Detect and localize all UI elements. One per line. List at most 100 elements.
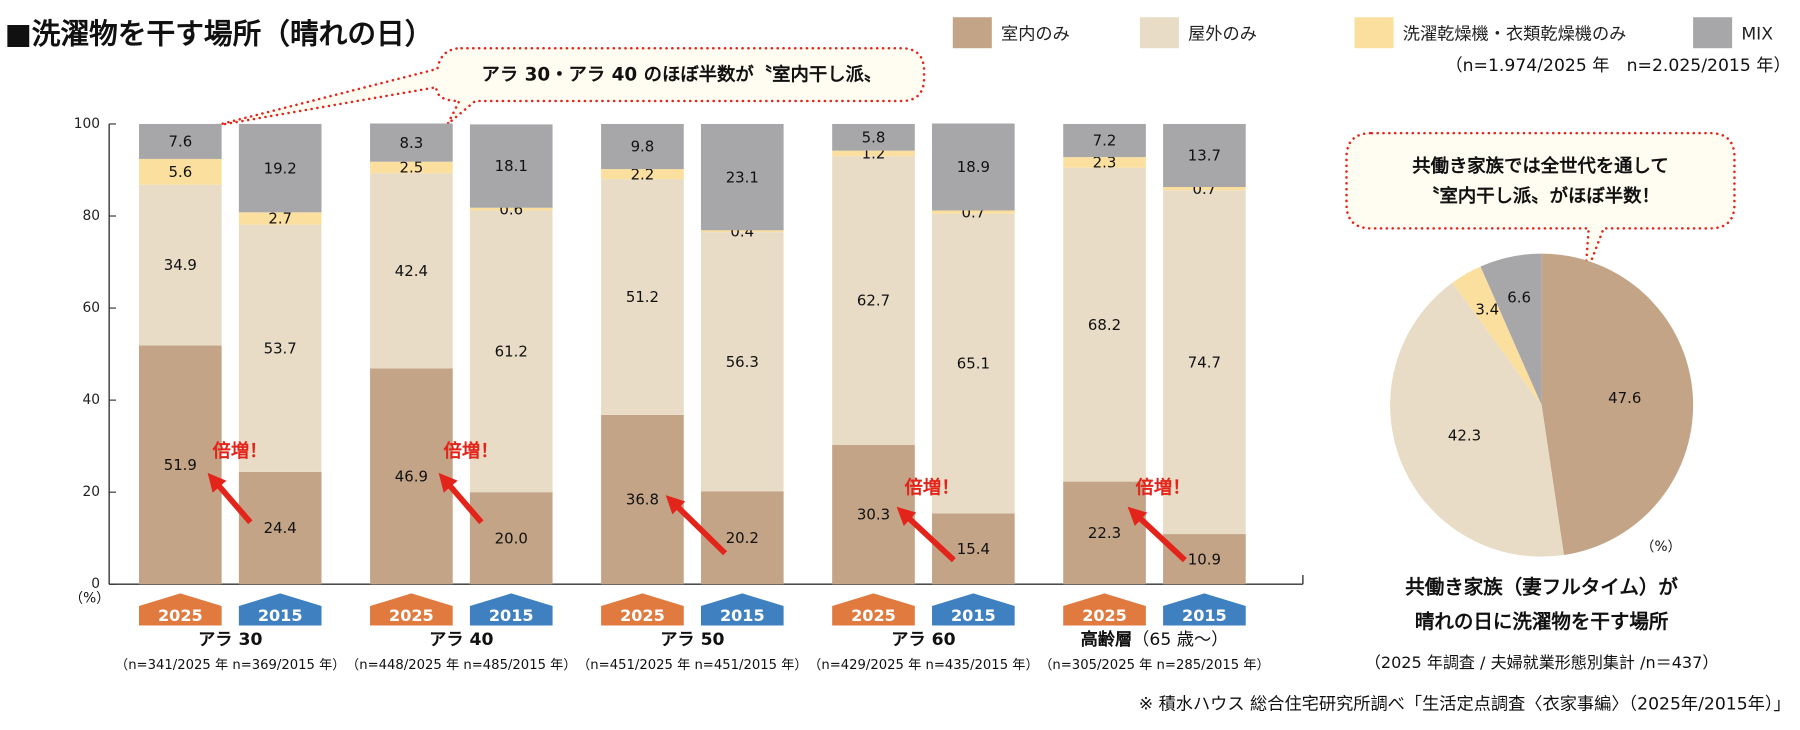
bar-value-label: 24.4 <box>264 519 297 537</box>
bar-segment-0-3 <box>832 123 915 151</box>
y-tick-label: 0 <box>91 576 100 592</box>
pie-unit: （%） <box>1641 539 1682 555</box>
pie-chart: 47.6 42.3 3.4 6.6 <box>1390 253 1694 557</box>
bar-value-label: 2.3 <box>1093 154 1117 172</box>
legend-label: 室内のみ <box>1001 24 1070 44</box>
bar-segment-1-2 <box>932 210 1015 214</box>
year-badge-label: 2025 <box>389 606 434 625</box>
group-sample-size: （n=451/2025 年 n=451/2015 年） <box>577 657 808 673</box>
red-arrow-icon <box>896 506 956 563</box>
bar-value-label: 51.2 <box>626 288 659 306</box>
year-badge-label: 2025 <box>851 606 896 625</box>
y-tick-label: 80 <box>82 208 100 224</box>
group-label: アラ 40 <box>429 630 493 650</box>
bar-value-label: 18.1 <box>495 157 528 175</box>
y-axis-unit: （%） <box>69 591 110 607</box>
year-badge-label: 2025 <box>158 606 203 625</box>
bar-value-label: 65.1 <box>957 355 990 373</box>
bar-callout-text: アラ 30・アラ 40 のほぼ半数が〝室内干し派〟 <box>482 63 883 85</box>
bar-segment-1-1 <box>700 232 784 492</box>
group-label: アラ 30 <box>198 630 262 650</box>
bar-value-label: 74.7 <box>1188 353 1221 371</box>
bar-segment-0-1 <box>1063 167 1146 482</box>
bar-segment-0-3 <box>1063 123 1146 158</box>
group-label: 高齢層（65 歳〜） <box>1081 629 1229 650</box>
bar-segment-1-1 <box>238 224 322 472</box>
bar-segment-0-3 <box>139 123 222 159</box>
red-arrow-icon <box>665 495 728 556</box>
bar-value-label: 8.3 <box>400 134 424 152</box>
bar-segment-0-2 <box>1063 157 1146 168</box>
bar-segment-0-2 <box>139 158 222 185</box>
year-badge-label: 2015 <box>951 606 996 625</box>
red-arrow-icon <box>438 472 484 525</box>
bar-segment-1-3 <box>700 123 784 231</box>
legend-swatch <box>1139 17 1179 49</box>
group-label-main: アラ 40 <box>429 630 493 650</box>
bar-value-label: 62.7 <box>857 292 890 310</box>
bar-segment-1-3 <box>932 123 1015 211</box>
bar-value-label: 23.1 <box>726 168 759 186</box>
pie-title-line2: 晴れの日に洗濯物を干す場所 <box>1415 610 1669 633</box>
bar-segment-1-1 <box>469 210 553 493</box>
bar-segment-0-1 <box>370 173 453 369</box>
bar-value-label: 19.2 <box>264 159 297 177</box>
bar-segment-1-2 <box>1163 187 1246 191</box>
pie-value-label: 6.6 <box>1507 288 1531 306</box>
group-sample-size: （n=448/2025 年 n=485/2015 年） <box>346 657 577 673</box>
bar-segment-1-2 <box>700 230 784 233</box>
year-badge-label: 2015 <box>258 606 303 625</box>
doubled-annotation: 倍増！ <box>444 440 499 462</box>
bar-value-label: 20.0 <box>495 529 528 547</box>
year-badge-2015 <box>238 593 322 626</box>
bar-value-label: 20.2 <box>726 529 759 547</box>
group-sample-size: （n=341/2025 年 n=369/2015 年） <box>115 657 346 673</box>
doubled-annotation: 倍増！ <box>904 477 959 499</box>
pie-title-line1: 共働き家族（妻フルタイム）が <box>1405 575 1678 598</box>
pie-slice-0 <box>1541 253 1694 556</box>
y-tick-label: 60 <box>82 300 100 316</box>
pie-callout-line1: 共働き家族では全世代を通して <box>1412 155 1668 177</box>
year-badge-2015 <box>932 593 1015 626</box>
bar-value-label: 46.9 <box>395 467 428 485</box>
bar-value-label: 9.8 <box>631 138 655 156</box>
bar-value-label: 56.3 <box>726 353 759 371</box>
x-axis-labels: 2025 2015 アラ 30 （n=341/2025 年 n=369/2015 年）… <box>115 593 1270 673</box>
legend-label: MIX <box>1741 24 1773 44</box>
legend-swatch <box>952 17 992 49</box>
group-label: アラ 60 <box>891 630 955 650</box>
year-badge-label: 2025 <box>1082 606 1127 625</box>
legend-swatch <box>1693 17 1733 49</box>
pie-subtitle: （2025 年調査 / 夫婦就業形態別集計 /n＝437） <box>1365 653 1719 672</box>
stacked-bars: 51.9 34.9 5.6 7.6 24.4 53.7 2.7 19.2 46.9 42.4 2.5… <box>139 123 1246 585</box>
bar-value-label: 2.5 <box>400 159 424 177</box>
year-badge-2015 <box>1163 593 1246 626</box>
pie-value-label: 42.3 <box>1448 427 1481 445</box>
group-label-main: 高齢層 <box>1081 629 1133 650</box>
year-badge-2015 <box>700 593 784 626</box>
bar-value-label: 5.6 <box>168 163 192 181</box>
pie-value-label: 3.4 <box>1475 301 1499 319</box>
y-tick-label: 40 <box>82 392 100 408</box>
legend-label: 屋外のみ <box>1188 24 1257 44</box>
bar-value-label: 13.7 <box>1188 147 1221 165</box>
bar-segment-1-1 <box>932 213 1015 514</box>
group-label-main: アラ 30 <box>198 630 262 650</box>
year-badge-2025 <box>832 593 915 626</box>
bar-segment-0-1 <box>832 156 915 445</box>
bar-segment-0-0 <box>139 345 222 585</box>
group-sample-size: （n=305/2025 年 n=285/2015 年） <box>1039 657 1270 673</box>
bar-value-label: 68.2 <box>1088 316 1121 334</box>
year-badge-2015 <box>469 593 553 626</box>
bar-value-label: 42.4 <box>395 262 428 280</box>
year-badge-2025 <box>139 593 222 626</box>
bar-segment-1-0 <box>238 471 322 585</box>
year-badge-label: 2025 <box>620 606 665 625</box>
legend: 室内のみ 屋外のみ 洗濯乾燥機・衣類乾燥機のみ MIX <box>952 17 1773 49</box>
bar-segment-1-0 <box>1163 534 1246 585</box>
bar-segment-0-0 <box>1063 481 1146 585</box>
bar-segment-0-3 <box>601 123 684 170</box>
bar-value-label: 10.9 <box>1188 550 1221 568</box>
bar-segment-1-2 <box>238 212 322 225</box>
